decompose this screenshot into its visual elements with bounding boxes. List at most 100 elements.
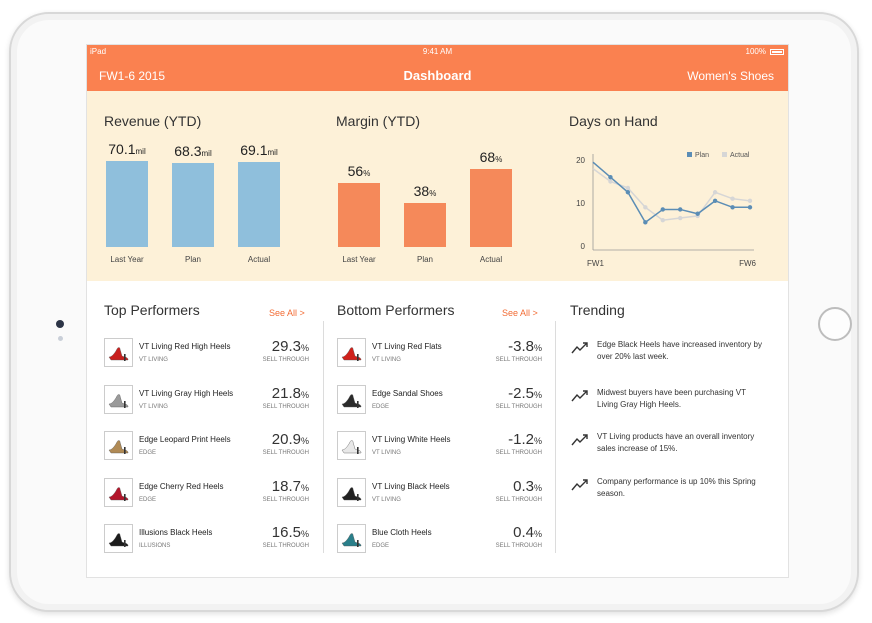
legend-label-plan: Plan	[695, 152, 709, 159]
product-name: VT Living White Heels	[372, 435, 451, 444]
kpi-bar-value: 56%	[347, 162, 371, 179]
product-name: VT Living Gray High Heels	[139, 388, 234, 398]
data-point-plan	[730, 205, 735, 210]
series-line-plan	[592, 161, 750, 224]
status-time: 9:41 AM	[422, 47, 453, 56]
x-tick-label: FW1	[587, 259, 604, 268]
product-thumbnail	[337, 524, 366, 553]
kpi-bar-value: 68%	[479, 149, 503, 165]
trending-title: Trending	[570, 302, 625, 318]
data-point-plan	[747, 205, 753, 210]
kpi-bar	[172, 163, 214, 247]
shoe-icon	[108, 486, 129, 501]
product-brand: EDGE	[139, 496, 157, 503]
data-point-plan	[695, 211, 700, 216]
product-brand: VT LIVING	[139, 357, 168, 363]
category-selector[interactable]: Women's Shoes	[687, 69, 774, 83]
trend-up-icon	[571, 479, 588, 491]
x-tick-label: FW6	[739, 259, 756, 268]
bottom-performers-see-all-link[interactable]: See All >	[502, 308, 538, 318]
top-performer-row[interactable]: Edge Leopard Print Heels EDGE 20.9% SELL TH…	[104, 431, 309, 471]
sell-through-label: SELL THROUGH	[262, 496, 309, 503]
legend-label-actual: Actual	[730, 152, 750, 159]
trend-up-icon	[571, 434, 588, 446]
trending-item[interactable]: VT Living products have an overall inven…	[571, 431, 771, 461]
top-performer-row[interactable]: Illusions Black Heels ILLUSIONS 16.5% SELL …	[104, 524, 309, 564]
sell-through-value: -2.5%	[508, 384, 542, 402]
sell-through-label: SELL THROUGH	[262, 450, 309, 456]
kpi-bar-value: 70.1mil	[108, 141, 146, 157]
kpi-bar-label: Plan	[416, 255, 433, 264]
trending-text: VT Living products have an overall inven…	[597, 432, 755, 453]
product-brand: VT LIVING	[372, 357, 401, 363]
sell-through-value: 18.7%	[271, 477, 309, 495]
product-thumbnail	[337, 431, 366, 460]
product-brand: EDGE	[372, 403, 390, 410]
kpi-bar	[338, 182, 380, 247]
battery-percent: 100%	[745, 47, 766, 56]
data-point-plan	[643, 220, 648, 225]
data-point-actual	[608, 179, 613, 184]
data-point-actual	[643, 205, 648, 210]
sell-through-label: SELL THROUGH	[495, 450, 542, 456]
kpi-bar-value: 69.1mil	[240, 142, 278, 159]
shoe-icon	[341, 533, 362, 547]
column-divider	[555, 321, 556, 553]
product-name: VT Living Red High Heels	[139, 342, 231, 351]
trending-item[interactable]: Midwest buyers have been purchasing VT L…	[571, 387, 771, 417]
sell-through-label: SELL THROUGH	[495, 357, 542, 363]
product-thumbnail	[104, 431, 133, 460]
sell-through-label: SELL THROUGH	[495, 403, 542, 410]
trending-text: Company performance is up 10% this Sprin…	[597, 477, 756, 498]
legend-swatch-plan	[687, 152, 692, 157]
sell-through-value: 0.3%	[513, 477, 542, 495]
product-thumbnail	[104, 384, 133, 414]
home-button[interactable]	[818, 307, 852, 341]
data-point-actual	[678, 215, 683, 221]
y-tick-label: 10	[576, 199, 585, 208]
product-name: VT Living Red Flats	[372, 342, 442, 351]
app-screen: iPad 9:41 AM 100% FW1-6 2015 Dashboard W…	[86, 44, 789, 578]
sell-through-value: 29.3%	[271, 338, 309, 355]
trend-up-icon	[571, 342, 588, 354]
sell-through-value: 20.9%	[271, 431, 309, 448]
shoe-icon	[108, 533, 129, 547]
kpi-bar-label: Last Year	[342, 255, 376, 264]
kpi-bar	[470, 169, 512, 247]
bottom-performer-row[interactable]: VT Living White Heels VT LIVING -1.2% SELL …	[337, 431, 542, 471]
top-performer-row[interactable]: Edge Cherry Red Heels EDGE 18.7% SELL THROU…	[104, 477, 309, 518]
sell-through-label: SELL THROUGH	[262, 403, 309, 410]
kpi-bar	[106, 161, 148, 247]
bottom-performer-row[interactable]: Blue Cloth Heels EDGE 0.4% SELL THROUGH	[337, 524, 542, 564]
series-line-actual	[592, 167, 751, 221]
sell-through-label: SELL THROUGH	[262, 543, 309, 549]
trending-item[interactable]: Edge Black Heels have increased inventor…	[571, 339, 771, 369]
shoe-icon	[341, 440, 362, 454]
product-thumbnail	[104, 338, 133, 367]
trending-item[interactable]: Company performance is up 10% this Sprin…	[571, 476, 771, 506]
shoe-icon	[108, 347, 129, 361]
top-performers-see-all-link[interactable]: See All >	[269, 308, 305, 318]
margin-title: Margin (YTD)	[336, 113, 421, 129]
data-point-actual	[625, 185, 631, 191]
bottom-performer-row[interactable]: VT Living Black Heels VT LIVING 0.3% SELL T…	[337, 477, 542, 518]
kpi-bar	[238, 162, 280, 247]
product-brand: EDGE	[139, 450, 157, 456]
app-header: iPad 9:41 AM 100% FW1-6 2015 Dashboard W…	[87, 45, 788, 91]
trending-text: Midwest buyers have been purchasing VT L…	[597, 388, 746, 409]
product-brand: VT LIVING	[372, 496, 401, 503]
revenue-title: Revenue (YTD)	[104, 113, 202, 129]
kpi-bar-label: Plan	[184, 255, 201, 264]
camera-lens	[56, 320, 64, 328]
page-title: Dashboard	[403, 68, 472, 83]
product-name: Edge Cherry Red Heels	[139, 481, 224, 491]
period-selector[interactable]: FW1-6 2015	[99, 69, 166, 83]
sell-through-label: SELL THROUGH	[495, 496, 542, 503]
bottom-performer-row[interactable]: VT Living Red Flats VT LIVING -3.8% SELL TH…	[337, 338, 542, 378]
sell-through-value: -3.8%	[508, 338, 542, 355]
top-performer-row[interactable]: VT Living Gray High Heels VT LIVING 21.8% S…	[104, 384, 309, 425]
bottom-performer-row[interactable]: Edge Sandal Shoes EDGE -2.5% SELL THROUGH	[337, 384, 542, 425]
top-performer-row[interactable]: VT Living Red High Heels VT LIVING 29.3% SE…	[104, 338, 309, 378]
lists-panel: Top Performers See All > VT Living Red H…	[87, 281, 788, 577]
